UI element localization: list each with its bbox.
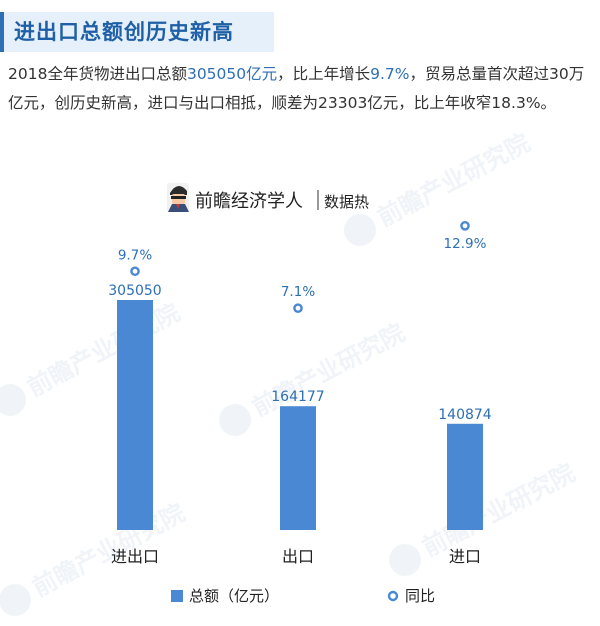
summary-text-1: 2018全年货物进出口总额 [8, 65, 187, 83]
brand-tag: 数据热 [324, 193, 369, 211]
watermark-logo-icon [0, 584, 32, 616]
yoy-marker-1 [293, 303, 303, 313]
bar-value-label-2: 140874 [438, 407, 492, 423]
yoy-label-0: 9.7% [118, 247, 152, 263]
page-title: 进出口总额创历史新高 [0, 12, 274, 52]
bar-0 [117, 300, 153, 530]
legend-bar-label: 总额（亿元） [189, 587, 279, 605]
markers-layer: 9.7% 7.1% 12.9% [118, 221, 487, 313]
watermark-text-1: 前瞻产业研究院 [373, 128, 534, 232]
legend-bar-swatch [171, 590, 183, 602]
yoy-marker-2 [460, 221, 470, 231]
bar-value-label-0: 305050 [108, 283, 161, 299]
brand-logo: 前瞻经济学人 数据热 [167, 183, 369, 212]
summary-text-3: ，贸易总量首次超过30万亿元，创历史新高，进口与出口相抵，顺差为23303亿元，… [8, 65, 585, 112]
watermark-logo-icon [389, 544, 421, 576]
x-axis: 进出口 出口 进口 [111, 547, 481, 566]
watermark-logo-icon [219, 404, 251, 436]
watermark-text-4: 前瞻产业研究院 [418, 458, 579, 562]
yoy-label-1: 7.1% [281, 284, 315, 300]
watermark-text-3: 前瞻产业研究院 [248, 318, 409, 422]
summary-total-value: 305050亿元 [186, 65, 278, 83]
x-tick-label-1: 出口 [282, 547, 314, 566]
watermark-logo-icon [0, 384, 27, 416]
watermark-logo-icon [344, 214, 376, 246]
brand-name: 前瞻经济学人 [195, 191, 303, 212]
yoy-label-2: 12.9% [444, 236, 487, 252]
watermark-text-2: 前瞻产业研究院 [23, 298, 184, 402]
summary-text-2: ，比上年增长 [277, 65, 371, 83]
x-tick-label-2: 进口 [449, 547, 481, 566]
bar-1 [280, 406, 316, 530]
avatar-icon [167, 183, 189, 212]
summary-paragraph: 2018全年货物进出口总额305050亿元，比上年增长9.7%，贸易总量首次超过… [8, 60, 594, 118]
bar-value-label-1: 164177 [271, 389, 324, 405]
legend: 总额（亿元） 同比 [171, 587, 435, 605]
watermark-text-5: 前瞻产业研究院 [28, 498, 189, 602]
yoy-marker-0 [130, 266, 140, 277]
legend-yoy-swatch [387, 590, 399, 602]
bars-layer: 305050 164177 140874 [108, 283, 492, 530]
x-tick-label-0: 进出口 [111, 547, 159, 566]
bar-2 [447, 423, 483, 530]
page-title-text: 进出口总额创历史新高 [14, 19, 234, 44]
summary-growth-value: 9.7% [370, 65, 410, 83]
legend-yoy-label: 同比 [405, 587, 435, 605]
